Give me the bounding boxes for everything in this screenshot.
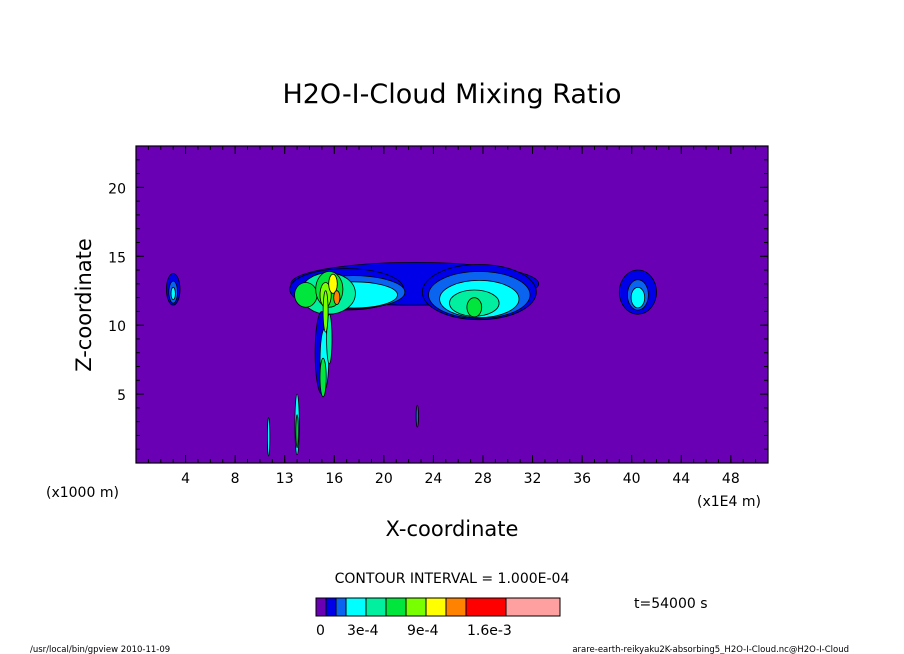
x-tick-label: 32 [524, 471, 542, 487]
contour-region [266, 417, 271, 457]
contour-region [333, 290, 341, 305]
contour-region [295, 414, 299, 449]
colorbar-label: 0 [316, 623, 325, 639]
colorbar-label: 1.6e-3 [467, 623, 512, 639]
x-unit-label: (x1E4 m) [697, 494, 761, 510]
x-tick-label: 48 [722, 471, 740, 487]
contour-region [415, 404, 419, 428]
contour-region [326, 313, 333, 365]
contour-region [630, 286, 646, 309]
y-tick-label: 10 [108, 319, 126, 335]
contour-region [466, 297, 483, 318]
x-tick-label: 36 [573, 471, 591, 487]
y-axis-label: Z-coordinate [72, 238, 96, 372]
y-unit-label: (x1000 m) [46, 485, 119, 501]
colorbar-swatch [315, 597, 327, 617]
contour-region [319, 357, 327, 398]
colorbar-swatch [385, 597, 407, 617]
footer-left: /usr/local/bin/gpview 2010-11-09 [30, 645, 170, 654]
y-tick-label: 20 [108, 181, 126, 197]
colorbar-swatch [325, 597, 337, 617]
y-tick-label: 5 [117, 388, 126, 404]
x-tick-label: 20 [375, 471, 393, 487]
colorbar-swatch [465, 597, 507, 617]
x-axis-ticks: 4 8 13 16 20 24 28 32 36 40 44 48 [147, 146, 757, 487]
colorbar-label: 3e-4 [347, 623, 379, 639]
colorbar-label: 9e-4 [407, 623, 439, 639]
time-label: t=54000 s [634, 596, 708, 612]
y-axis-ticks: 5 10 15 20 [108, 159, 768, 450]
contour-region [322, 290, 329, 333]
contour-interval-label: CONTOUR INTERVAL = 1.000E-04 [335, 571, 570, 587]
footer-right: arare-earth-reikyaku2K-absorbing5_H2O-I-… [572, 645, 849, 654]
x-tick-label: 16 [325, 471, 343, 487]
contour-region [294, 282, 318, 308]
colorbar-swatch [335, 597, 347, 617]
x-tick-label: 24 [424, 471, 442, 487]
y-tick-label: 15 [108, 250, 126, 266]
colorbar-swatch [505, 597, 561, 617]
contour-region [328, 273, 338, 294]
colorbar-labels: 0 3e-4 9e-4 1.6e-3 [316, 623, 512, 639]
colorbar [315, 597, 561, 617]
contour-fills [165, 261, 657, 457]
x-tick-label: 44 [672, 471, 690, 487]
colorbar-swatch [365, 597, 387, 617]
x-tick-label: 28 [474, 471, 492, 487]
x-tick-label: 4 [181, 471, 190, 487]
colorbar-swatch [405, 597, 427, 617]
chart-title: H2O-I-Cloud Mixing Ratio [282, 79, 621, 110]
colorbar-swatch [425, 597, 447, 617]
x-tick-label: 8 [231, 471, 240, 487]
colorbar-swatch [345, 597, 367, 617]
colorbar-swatch [445, 597, 467, 617]
plot-frame [135, 145, 769, 464]
x-axis-label: X-coordinate [386, 517, 519, 541]
x-tick-label: 40 [623, 471, 641, 487]
contour-region [170, 286, 176, 301]
x-tick-label: 13 [276, 471, 294, 487]
